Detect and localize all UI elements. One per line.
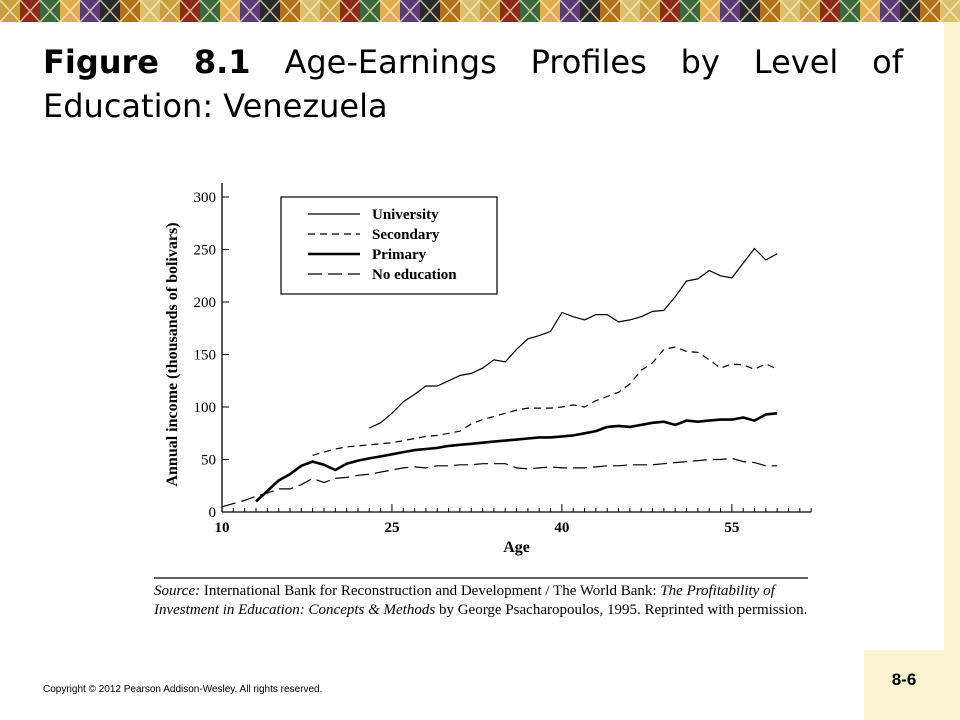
y-tick-label: 200 bbox=[194, 295, 217, 311]
banner-pattern bbox=[0, 0, 960, 22]
banner-motif bbox=[439, 0, 461, 22]
banner-motif bbox=[99, 0, 121, 22]
y-tick-label: 100 bbox=[194, 400, 217, 416]
banner-motif bbox=[519, 0, 541, 22]
y-tick-label: 300 bbox=[194, 190, 217, 206]
banner-motif bbox=[379, 0, 401, 22]
banner-motif bbox=[739, 0, 761, 22]
side-accent-bar bbox=[944, 22, 960, 650]
figure-label: Figure 8.1 bbox=[43, 43, 251, 81]
banner-motif bbox=[679, 0, 701, 22]
banner-motif bbox=[239, 0, 261, 22]
banner-motif bbox=[859, 0, 881, 22]
series-line-no-education bbox=[221, 457, 778, 508]
banner-motif bbox=[939, 0, 960, 22]
source-text-1: International Bank for Reconstruction an… bbox=[203, 583, 657, 599]
banner-motif bbox=[759, 0, 781, 22]
banner-motif bbox=[259, 0, 281, 22]
title-main: Age-Earnings Profiles by Level of bbox=[284, 43, 904, 81]
banner-motif bbox=[159, 0, 181, 22]
banner-motif bbox=[219, 0, 241, 22]
y-tick-label: 250 bbox=[194, 243, 217, 259]
y-tick-label: 150 bbox=[194, 348, 217, 364]
y-tick-label: 0 bbox=[209, 505, 217, 521]
banner-motif bbox=[839, 0, 861, 22]
title-line-2: Education: Venezuela bbox=[43, 87, 388, 125]
banner-motif bbox=[899, 0, 921, 22]
banner-motif bbox=[459, 0, 481, 22]
banner-motif bbox=[179, 0, 201, 22]
series-group bbox=[221, 247, 778, 508]
banner-motif bbox=[499, 0, 521, 22]
banner-motif bbox=[699, 0, 721, 22]
banner-motif bbox=[79, 0, 101, 22]
x-axis-label: Age bbox=[503, 539, 530, 556]
copyright-text: Copyright © 2012 Pearson Addison-Wesley.… bbox=[43, 684, 323, 695]
y-axis-label: Annual income (thousands of bolivars) bbox=[164, 222, 181, 486]
banner-motif bbox=[119, 0, 141, 22]
legend-box bbox=[280, 196, 498, 295]
y-tick-label: 50 bbox=[201, 453, 216, 469]
banner-motif bbox=[299, 0, 321, 22]
banner-motif bbox=[39, 0, 61, 22]
banner-motif bbox=[639, 0, 661, 22]
banner-motif bbox=[719, 0, 741, 22]
banner-motif bbox=[319, 0, 341, 22]
series-line-secondary bbox=[312, 346, 778, 456]
banner-motif bbox=[0, 0, 21, 22]
banner-motif bbox=[139, 0, 161, 22]
banner-motif bbox=[59, 0, 81, 22]
series-line-primary bbox=[255, 412, 778, 503]
banner-motif bbox=[19, 0, 41, 22]
banner-motif bbox=[199, 0, 221, 22]
banner-motif bbox=[399, 0, 421, 22]
axes: 0 50 100 150 200 250 300 10 25 40 55 Age Annual inco… bbox=[154, 183, 812, 579]
banner-motif bbox=[339, 0, 361, 22]
banner-motif bbox=[419, 0, 441, 22]
banner-motif bbox=[599, 0, 621, 22]
banner-motif bbox=[879, 0, 901, 22]
legend-label: No education bbox=[372, 267, 457, 283]
legend-label: Primary bbox=[372, 247, 427, 263]
slide-number-box bbox=[864, 650, 960, 720]
banner-motif bbox=[619, 0, 641, 22]
source-note: Source: International Bank for Reconstru… bbox=[154, 582, 814, 620]
legend-label: University bbox=[372, 207, 439, 223]
page-title: Figure 8.1 Age-Earnings Profiles by Leve… bbox=[43, 40, 903, 84]
banner-motif bbox=[539, 0, 561, 22]
x-tick-label: 25 bbox=[384, 520, 399, 536]
banner-motif bbox=[579, 0, 601, 22]
banner-motif bbox=[659, 0, 681, 22]
source-text-2: by George Psacharopoulos, 1995. Reprinte… bbox=[438, 602, 808, 618]
banner-motif bbox=[799, 0, 821, 22]
banner-motif bbox=[819, 0, 841, 22]
slide-number: 8-6 bbox=[891, 670, 917, 689]
banner-motif bbox=[919, 0, 941, 22]
source-italic-title: The Profitability of Investment in Educa… bbox=[154, 583, 775, 618]
banner-motif bbox=[559, 0, 581, 22]
x-tick-label: 55 bbox=[724, 520, 739, 536]
series-line-university bbox=[369, 247, 778, 429]
x-tick-label: 10 bbox=[215, 520, 230, 536]
legend-label: Secondary bbox=[372, 227, 440, 243]
legend: University Secondary Primary No education bbox=[280, 196, 498, 295]
banner-motif bbox=[779, 0, 801, 22]
x-tick-label: 40 bbox=[554, 520, 569, 536]
banner-motif bbox=[479, 0, 501, 22]
source-label: Source: bbox=[154, 583, 201, 599]
decorative-banner bbox=[0, 0, 960, 22]
banner-motif bbox=[359, 0, 381, 22]
banner-motif bbox=[279, 0, 301, 22]
